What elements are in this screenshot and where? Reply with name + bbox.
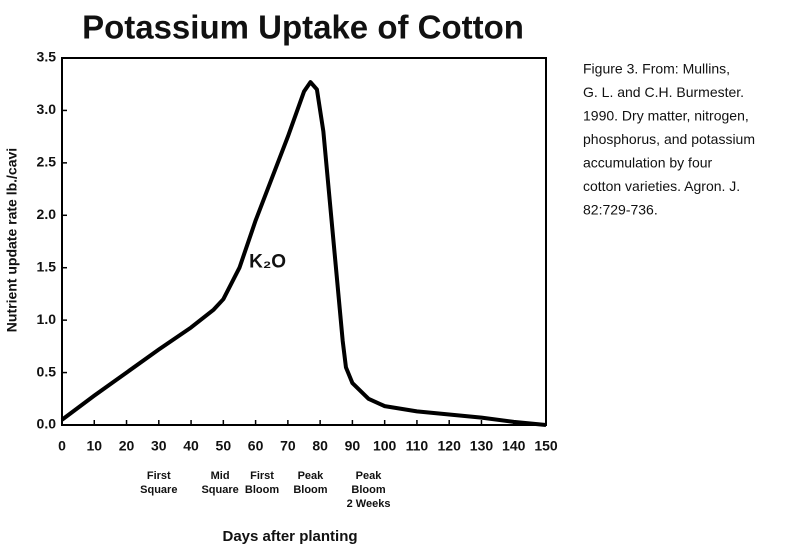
y-tick-label: 3.5 bbox=[37, 49, 57, 65]
x-tick-label: 140 bbox=[502, 438, 526, 454]
y-tick-label: 1.0 bbox=[37, 311, 57, 327]
caption-line: accumulation by four bbox=[583, 155, 713, 171]
stage-label: First bbox=[250, 470, 274, 482]
stage-label: Peak bbox=[356, 470, 383, 482]
y-tick-label: 2.0 bbox=[37, 206, 57, 222]
x-tick-label: 30 bbox=[151, 438, 167, 454]
caption-line: 1990. Dry matter, nitrogen, bbox=[583, 108, 749, 124]
plot-frame bbox=[61, 57, 547, 426]
stage-label: Bloom bbox=[351, 484, 385, 496]
stage-label: Square bbox=[140, 484, 177, 496]
x-tick-label: 100 bbox=[373, 438, 397, 454]
stage-label: Mid bbox=[211, 470, 230, 482]
y-tick-label: 1.5 bbox=[37, 258, 57, 274]
caption-line: cotton varieties. Agron. J. bbox=[583, 178, 740, 194]
data-line bbox=[60, 80, 547, 427]
caption-line: phosphorus, and potassium bbox=[583, 131, 755, 147]
x-tick-label: 70 bbox=[280, 438, 296, 454]
stage-label: Peak bbox=[298, 470, 325, 482]
x-tick-label: 110 bbox=[406, 438, 429, 454]
x-tick-label: 80 bbox=[312, 438, 328, 454]
x-tick-label: 60 bbox=[248, 438, 264, 454]
stage-label: Bloom bbox=[293, 484, 327, 496]
x-tick-label: 20 bbox=[119, 438, 135, 454]
annotation: K₂O bbox=[249, 251, 286, 272]
stage-label: 2 Weeks bbox=[347, 498, 391, 510]
y-tick-label: 2.5 bbox=[37, 154, 57, 170]
x-tick-label: 120 bbox=[438, 438, 462, 454]
x-tick-label: 90 bbox=[345, 438, 361, 454]
stage-label: Bloom bbox=[245, 484, 279, 496]
caption-line: G. L. and C.H. Burmester. bbox=[583, 84, 744, 100]
y-tick-label: 3.0 bbox=[37, 101, 57, 117]
x-tick-label: 50 bbox=[216, 438, 232, 454]
x-tick-label: 150 bbox=[534, 438, 558, 454]
y-axis-label: Nutrient update rate lb./cavi bbox=[4, 148, 20, 332]
x-tick-label: 130 bbox=[470, 438, 494, 454]
stage-label: Square bbox=[201, 484, 238, 496]
x-tick-label: 40 bbox=[183, 438, 199, 454]
x-tick-label: 10 bbox=[86, 438, 102, 454]
x-axis-label: Days after planting bbox=[222, 528, 357, 545]
x-tick-label: 0 bbox=[58, 438, 66, 454]
stage-label: First bbox=[147, 470, 171, 482]
caption-line: 82:729-736. bbox=[583, 202, 658, 218]
y-tick-label: 0.0 bbox=[37, 416, 57, 432]
chart-title: Potassium Uptake of Cotton bbox=[82, 9, 524, 46]
y-tick-label: 0.5 bbox=[37, 363, 57, 379]
caption-line: Figure 3. From: Mullins, bbox=[583, 61, 730, 77]
